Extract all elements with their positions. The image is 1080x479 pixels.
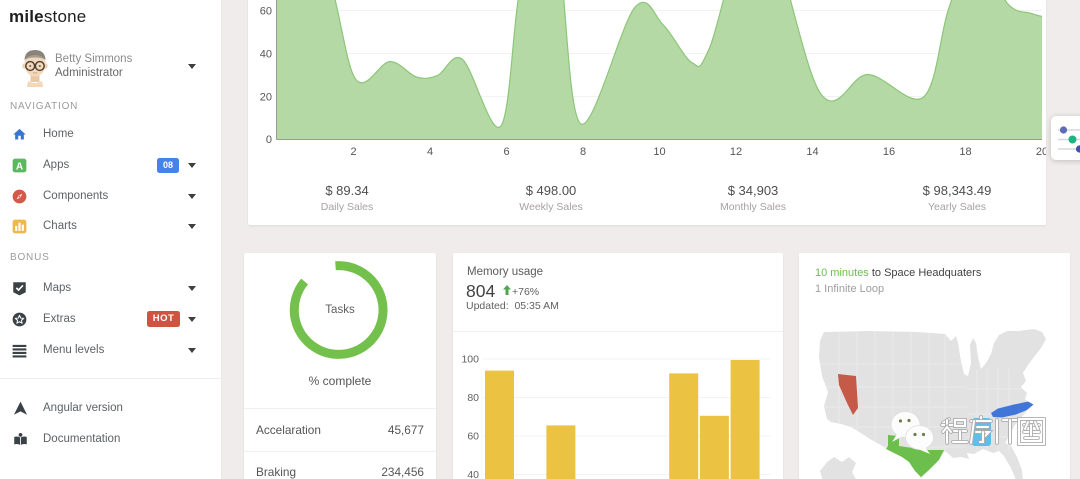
svg-text:0: 0 — [266, 134, 272, 146]
svg-text:60: 60 — [467, 431, 479, 443]
svg-text:20: 20 — [1036, 146, 1046, 158]
svg-text:40: 40 — [260, 49, 272, 61]
svg-text:4: 4 — [427, 146, 433, 158]
svg-text:10: 10 — [653, 146, 665, 158]
svg-text:100: 100 — [461, 354, 479, 366]
svg-text:16: 16 — [883, 146, 895, 158]
svg-text:60: 60 — [260, 6, 272, 18]
svg-text:A: A — [16, 161, 23, 172]
svg-text:8: 8 — [580, 146, 586, 158]
svg-text:6: 6 — [503, 146, 509, 158]
svg-text:18: 18 — [959, 146, 971, 158]
svg-text:80: 80 — [467, 392, 479, 404]
svg-text:40: 40 — [467, 469, 479, 479]
svg-text:2: 2 — [350, 146, 356, 158]
svg-text:20: 20 — [260, 92, 272, 104]
svg-text:14: 14 — [806, 146, 818, 158]
svg-text:12: 12 — [730, 146, 742, 158]
